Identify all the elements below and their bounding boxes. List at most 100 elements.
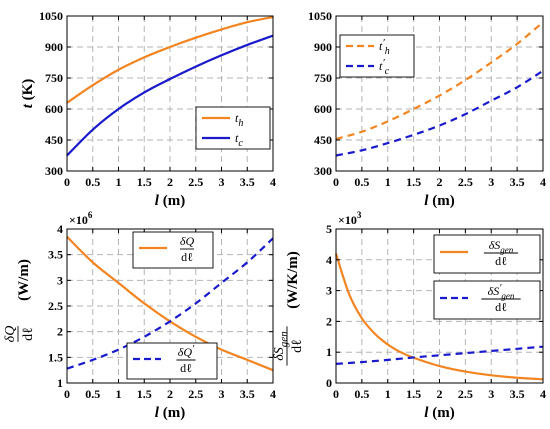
x-tick-label: 4 — [540, 175, 546, 189]
x-tick-label: 3 — [219, 175, 225, 189]
y-label-fraction: δSgen dℓ — [272, 326, 305, 366]
x-tick-label: 1.5 — [137, 175, 152, 189]
y-axis-label: δQ dℓ (W/m) — [3, 259, 36, 342]
y-axis-label: t (K) — [20, 79, 36, 109]
series-line-1 — [66, 15, 274, 104]
y-tick-label: 3 — [57, 273, 63, 287]
series-line-2 — [66, 237, 274, 370]
y-multiplier: ×106 — [69, 210, 93, 227]
chart-panel-3: 0 0.5 1 1.5 2 2.5 3 3.5 4 1 1.5 2 2.5 3 3.5 4 l (m) ×106 δ… — [3, 210, 276, 421]
legend-entry: t′h — [379, 37, 390, 57]
y-label-fraction-numerator: δQ — [3, 326, 18, 343]
y-tick-label: 1050 — [308, 9, 332, 23]
y-tick-label: 450 — [314, 133, 332, 147]
y-tick-label: 600 — [314, 102, 332, 116]
x-tick-label: 2.5 — [188, 175, 203, 189]
x-tick-label: 2 — [437, 387, 443, 401]
x-tick-label: 2 — [437, 175, 443, 189]
x-tick-label: 2.5 — [188, 387, 203, 401]
legend: t′ht′c — [339, 34, 415, 78]
x-axis-label: l (m) — [424, 193, 454, 209]
x-tick-label: 4 — [270, 387, 276, 401]
x-tick-label: 1 — [385, 387, 391, 401]
x-tick-label: 0 — [64, 387, 70, 401]
legend-box — [339, 34, 415, 78]
x-tick-label: 0.5 — [85, 175, 100, 189]
legend-entry-numerator: δSgen — [489, 238, 514, 255]
legend-box — [433, 280, 541, 320]
x-tick-label: 3.5 — [240, 387, 255, 401]
x-tick-label: 3.5 — [510, 175, 525, 189]
x-tick-label: 2.5 — [458, 387, 473, 401]
x-tick-label: 0 — [333, 387, 339, 401]
legend-entry-denominator: dℓ — [495, 254, 507, 268]
x-tick-label: 3 — [488, 387, 494, 401]
chart-panel-1: 0 0.5 1 1.5 2 2.5 3 3.5 4 300 450 600 750 900 1050 l (m… — [20, 9, 276, 209]
y-tick-label: 2 — [326, 314, 332, 328]
x-tick-label: 0 — [64, 175, 70, 189]
y-tick-label: 1 — [326, 345, 332, 359]
x-tick-label: 4 — [270, 175, 276, 189]
x-tick-label: 1.5 — [406, 175, 421, 189]
legend: th tc — [195, 106, 271, 150]
y-tick-label: 300 — [45, 164, 63, 178]
legend-box — [126, 342, 218, 380]
legend-entry: δQ′ dℓ — [176, 344, 196, 375]
y-tick-label: 1 — [57, 376, 63, 390]
series-line-2 — [335, 345, 544, 365]
x-tick-label: 3 — [219, 387, 225, 401]
y-tick-label: 3 — [326, 284, 332, 298]
legend: δQ dℓ — [132, 231, 214, 269]
y-tick-label: 2.5 — [48, 299, 63, 313]
x-tick-label: 2 — [167, 175, 173, 189]
series-line-2 — [66, 34, 274, 157]
x-tick-label: 0.5 — [354, 387, 369, 401]
y-label-fraction: δQ dℓ — [3, 326, 36, 343]
legend-entry: tc — [235, 131, 243, 149]
y-multiplier: ×103 — [338, 210, 362, 227]
x-tick-label: 1.5 — [137, 387, 152, 401]
y-tick-label: 4 — [57, 222, 63, 236]
y-tick-label: 300 — [314, 164, 332, 178]
y-tick-label: 4 — [326, 253, 332, 267]
legend-entry-denominator: dℓ — [181, 250, 193, 264]
y-tick-label: 0 — [326, 376, 332, 390]
y-label-fraction-denominator: dℓ — [21, 327, 36, 341]
x-tick-label: 4 — [540, 387, 546, 401]
y-tick-label: 600 — [45, 102, 63, 116]
x-tick-label: 1 — [116, 175, 122, 189]
x-tick-label: 1.5 — [406, 387, 421, 401]
legend-entry-denominator: dℓ — [495, 300, 507, 314]
y-tick-label: 750 — [45, 71, 63, 85]
y-axis-label: δSgen dℓ (W/K/m) — [272, 251, 305, 366]
x-tick-label: 2 — [167, 387, 173, 401]
x-tick-label: 1 — [116, 387, 122, 401]
x-tick-label: 3 — [488, 175, 494, 189]
y-label-units: (W/m) — [16, 259, 32, 301]
legend-entry-numerator: δQ — [180, 234, 195, 248]
legend-entry-numerator: δS′gen — [488, 283, 515, 301]
x-axis-label: l (m) — [155, 193, 185, 209]
legend: δQ′ dℓ — [126, 342, 218, 380]
y-tick-label: 1.5 — [48, 350, 63, 364]
series-line-2 — [335, 69, 544, 157]
y-tick-label: 900 — [314, 40, 332, 54]
y-label-fraction-denominator: dℓ — [290, 339, 305, 353]
x-tick-label: 2.5 — [458, 175, 473, 189]
legend-entry: t′c — [379, 57, 390, 77]
legend-entry: th — [235, 111, 243, 129]
series-line-1 — [335, 21, 544, 141]
legend-entry: δQ dℓ — [180, 234, 195, 264]
y-tick-label: 2 — [57, 325, 63, 339]
x-tick-label: 0 — [333, 175, 339, 189]
y-tick-label: 3.5 — [48, 248, 63, 262]
legend-box — [132, 231, 214, 269]
y-tick-label: 1050 — [39, 9, 63, 23]
y-label-units: (W/K/m) — [285, 251, 301, 309]
